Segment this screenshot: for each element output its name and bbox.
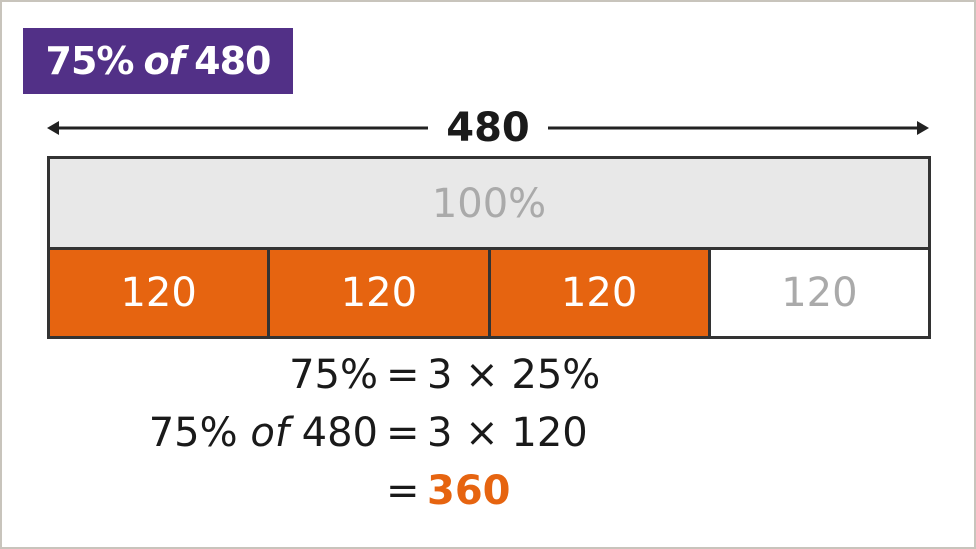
whole-label: 100% [431, 181, 547, 227]
whole-bar: 100% [47, 156, 931, 249]
total-label: 480 [428, 106, 548, 150]
eq2-number: 480 [301, 410, 378, 456]
parts-bar: 120 120 120 120 [47, 247, 931, 339]
eq2-left: 75% of 480 [149, 410, 378, 456]
equation-line-1: 75% = 3 × 25% [0, 352, 976, 408]
eq1-left: 75% [289, 352, 378, 398]
title-banner: 75% of 480 [23, 28, 293, 94]
part-cell: 120 [487, 247, 711, 339]
part-label: 120 [560, 270, 638, 316]
eq1-right: 3 × 25% [427, 352, 601, 398]
title-percent: 75% [45, 39, 135, 83]
eq2-of: of [250, 410, 289, 456]
eq2-right: 3 × 120 [427, 410, 588, 456]
eq2-equals: = [386, 410, 420, 456]
part-cell: 120 [707, 247, 931, 339]
equation-line-2: 75% of 480 = 3 × 120 [0, 410, 976, 466]
answer: 360 [427, 468, 511, 514]
part-label: 120 [120, 270, 197, 316]
title-of: of [143, 39, 186, 83]
equation-line-3: = 360 [0, 468, 976, 524]
eq1-equals: = [386, 352, 420, 398]
eq2-percent: 75% [148, 410, 238, 456]
part-label: 120 [340, 270, 418, 316]
part-label: 120 [781, 270, 858, 316]
part-cell: 120 [267, 247, 491, 339]
part-cell: 120 [47, 247, 271, 339]
eq3-equals: = [386, 468, 420, 514]
title-number: 480 [194, 39, 271, 83]
